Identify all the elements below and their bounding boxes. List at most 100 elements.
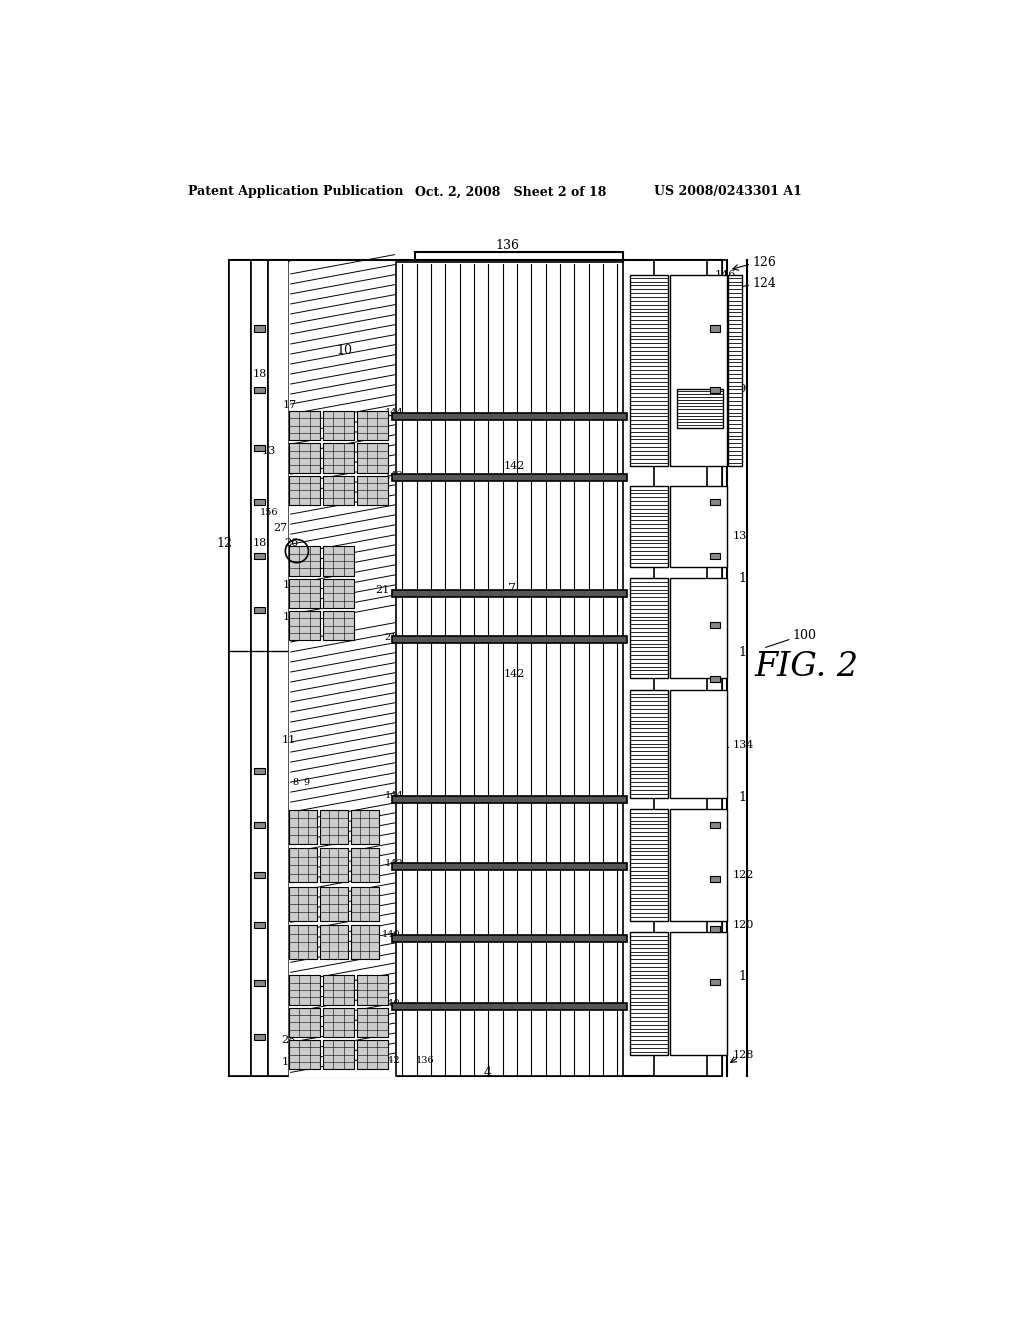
Bar [254, 607, 264, 612]
Bar [229, 260, 722, 1076]
Bar [630, 276, 668, 466]
Text: 19: 19 [733, 384, 746, 395]
Bar [323, 546, 354, 576]
Bar [289, 849, 316, 882]
Bar [392, 1003, 628, 1010]
Polygon shape [289, 628, 396, 1076]
Text: 6: 6 [679, 612, 687, 626]
Bar [357, 1040, 388, 1069]
Bar [323, 411, 354, 441]
Bar [289, 925, 316, 960]
Bar [254, 873, 264, 878]
Bar [323, 475, 354, 506]
Text: 144: 144 [385, 792, 403, 800]
Text: 1: 1 [685, 517, 693, 531]
Bar [289, 475, 319, 506]
Text: 132: 132 [677, 751, 696, 759]
Bar [392, 413, 628, 420]
Text: 124: 124 [753, 277, 776, 289]
Bar [254, 445, 264, 451]
Bar [323, 579, 354, 609]
Bar [254, 387, 264, 393]
Bar [254, 499, 264, 506]
Bar [670, 276, 727, 466]
Bar [323, 444, 354, 473]
Text: 156: 156 [260, 508, 279, 517]
Bar [254, 822, 264, 829]
Text: 132: 132 [677, 1002, 696, 1011]
Bar [323, 1007, 354, 1038]
Text: 140: 140 [382, 931, 400, 939]
Bar [392, 935, 628, 942]
Text: 15: 15 [670, 416, 684, 425]
Text: 142: 142 [504, 669, 525, 680]
Bar [289, 810, 316, 843]
Text: 136: 136 [679, 731, 700, 741]
Bar [289, 887, 316, 921]
Bar [630, 809, 668, 921]
Bar [710, 499, 720, 506]
Text: 122: 122 [733, 870, 754, 879]
Bar [392, 863, 628, 870]
Text: 17: 17 [283, 400, 297, 409]
Text: 26: 26 [285, 539, 299, 548]
Bar [267, 260, 289, 1076]
Text: 13: 13 [733, 531, 746, 541]
Text: 7: 7 [508, 583, 516, 597]
Text: 120: 120 [733, 920, 754, 929]
Bar [710, 979, 720, 985]
Bar [630, 578, 668, 678]
Bar [630, 486, 668, 566]
Text: 1: 1 [739, 970, 746, 982]
Bar [319, 849, 348, 882]
Bar [351, 925, 379, 960]
Text: 21: 21 [385, 632, 397, 642]
Polygon shape [289, 263, 396, 628]
Bar [670, 578, 727, 678]
Bar [670, 932, 727, 1056]
Bar [254, 1034, 264, 1040]
Bar [289, 1040, 319, 1069]
Text: 134: 134 [733, 741, 754, 750]
Text: 146: 146 [714, 271, 735, 280]
Bar [396, 263, 624, 1076]
Text: 8: 8 [292, 777, 298, 787]
Bar [710, 553, 720, 558]
Text: 132: 132 [677, 635, 696, 644]
Text: 21: 21 [376, 585, 390, 594]
Bar [357, 444, 388, 473]
Bar [289, 546, 319, 576]
Text: 16: 16 [637, 321, 653, 334]
Bar [357, 411, 388, 441]
Text: 6: 6 [679, 975, 687, 989]
Bar [229, 260, 251, 1076]
Bar [396, 263, 624, 1076]
Bar [710, 927, 720, 932]
Bar [707, 260, 722, 1076]
Text: 136: 136 [496, 239, 520, 252]
Text: Oct. 2, 2008   Sheet 2 of 18: Oct. 2, 2008 Sheet 2 of 18 [416, 185, 607, 198]
Bar [254, 768, 264, 775]
Text: 1: 1 [739, 647, 746, 659]
Bar [289, 579, 319, 609]
Bar [392, 796, 628, 804]
Bar [254, 553, 264, 558]
Text: 10: 10 [337, 345, 353, 358]
Bar [392, 636, 628, 643]
Bar [351, 887, 379, 921]
Text: 142: 142 [382, 1056, 400, 1065]
Bar [319, 925, 348, 960]
Bar [251, 260, 267, 1076]
Bar [670, 809, 727, 921]
Bar [710, 387, 720, 393]
Text: 142: 142 [504, 462, 525, 471]
Bar [289, 975, 319, 1005]
Bar [357, 975, 388, 1005]
Bar [289, 1007, 319, 1038]
Bar [319, 887, 348, 921]
Text: 140: 140 [382, 999, 400, 1008]
Bar [254, 979, 264, 986]
Bar [670, 689, 727, 797]
Bar [392, 474, 628, 482]
Bar [654, 260, 722, 1076]
